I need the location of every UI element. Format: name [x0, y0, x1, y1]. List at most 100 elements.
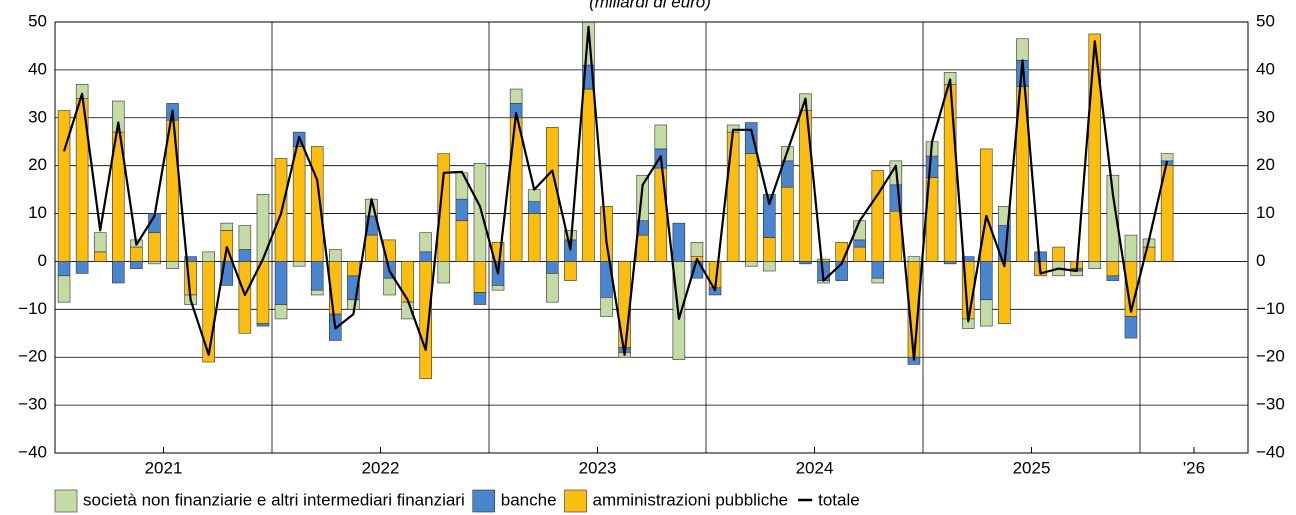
bar-segment [202, 251, 215, 262]
y-tick-label: −10 [18, 299, 47, 318]
bar-segment [148, 261, 161, 265]
bar-segment [184, 256, 197, 262]
y-tick-label: −20 [18, 347, 47, 366]
bar-segment [998, 261, 1011, 325]
bar-segment [130, 261, 143, 269]
bar-segment [419, 261, 432, 380]
y-tick-label: 0 [38, 251, 47, 270]
bar-segment [57, 275, 71, 303]
bar-segment [527, 213, 541, 262]
y2-tick-label: −10 [1256, 299, 1285, 318]
bar-segment [419, 232, 432, 253]
legend-label: società non finanziarie e altri intermed… [83, 490, 465, 509]
bar-segment [509, 117, 523, 262]
bar-segment [112, 261, 125, 284]
bar-segment [763, 194, 776, 238]
x-tick-label: 2025 [1013, 458, 1051, 477]
bar-segment [347, 261, 360, 277]
bar-segment [220, 261, 234, 286]
bar-segment [437, 261, 451, 284]
bar-segment [871, 170, 885, 262]
bar-segment [292, 146, 306, 262]
legend-swatch [472, 489, 496, 513]
bar-segment [980, 299, 993, 327]
y2-tick-label: 20 [1256, 155, 1275, 174]
x-tick-label: 2024 [796, 458, 834, 477]
bar-segment [57, 261, 71, 277]
bar-segment [238, 261, 252, 334]
line-series [62, 25, 1169, 361]
bar-segment [238, 249, 252, 262]
bar-segment [292, 261, 306, 267]
bar-segment [329, 249, 342, 262]
bar-segment [274, 261, 288, 305]
legend-swatch [54, 489, 78, 513]
bar-segment [546, 273, 559, 303]
grid [55, 21, 1248, 454]
bar-segment [744, 122, 758, 154]
bar-segment [600, 297, 613, 317]
bar-segment [907, 256, 921, 262]
bar-segment [527, 189, 541, 202]
bar-segment [546, 261, 559, 274]
bar-segment [473, 162, 487, 262]
bar-segment [980, 261, 993, 301]
legend-swatch [564, 489, 587, 513]
bar-segment [726, 131, 740, 262]
chart-subtitle: (miliardi di euro) [589, 0, 711, 11]
bar-segment [491, 285, 505, 291]
bar-segment [871, 277, 885, 284]
y-tick-label: −40 [18, 442, 47, 461]
bar-segment [564, 261, 577, 281]
bar-segment [148, 232, 161, 262]
bar-segment [509, 88, 523, 104]
bar-segment [310, 146, 324, 262]
bar-segment [256, 261, 270, 325]
bar-segment [75, 261, 89, 274]
bar-segment [781, 186, 794, 262]
bar-segment [455, 220, 469, 262]
bar-segment [455, 172, 469, 200]
y2-tick-label: 0 [1256, 251, 1265, 270]
bar-segment [1034, 251, 1047, 262]
bar-segment [1106, 275, 1120, 281]
bar-segment [817, 258, 830, 262]
bar-segment [690, 241, 704, 257]
bar-segment [93, 251, 107, 262]
bar-segment [401, 261, 414, 303]
bar-segment [763, 237, 776, 262]
bar-segment [546, 127, 559, 262]
y2-tick-label: −30 [1256, 395, 1285, 414]
bar-segment [57, 110, 71, 262]
bar-segment [582, 88, 595, 262]
bar-segment [744, 261, 758, 267]
plot-frame [54, 21, 1249, 454]
bar-segment [455, 198, 469, 222]
bar-segment [943, 261, 957, 265]
y-tick-label: 10 [28, 203, 47, 222]
y2-tick-label: 40 [1256, 59, 1275, 78]
bar-segment [853, 239, 866, 248]
legend-label: totale [818, 490, 860, 509]
bar-segment [925, 155, 939, 178]
y-tick-label: 20 [28, 155, 47, 174]
bar-segment [1106, 174, 1120, 262]
bar-segment [419, 251, 432, 262]
bar-segment [365, 234, 378, 262]
y-tick-label: 30 [28, 107, 47, 126]
bar-segment [636, 174, 649, 222]
y-tick-label: −30 [18, 395, 47, 414]
bar-segment [871, 261, 885, 279]
bar-segment [202, 261, 215, 363]
bar-segment [130, 246, 143, 262]
x-tick-label: '26 [1183, 458, 1205, 477]
legend-label: banche [501, 490, 557, 509]
bar-segment [527, 201, 541, 214]
bar-segment [1106, 261, 1120, 277]
bar-segment [943, 83, 957, 262]
overlay: −40 −40 −30 −30 −20 −20 −10 −10 0 0 10 10 20 20 30 30 40… [18, 11, 1285, 513]
bar-segment [238, 225, 252, 250]
bar-segment [310, 289, 324, 296]
bar-segment [220, 222, 234, 231]
